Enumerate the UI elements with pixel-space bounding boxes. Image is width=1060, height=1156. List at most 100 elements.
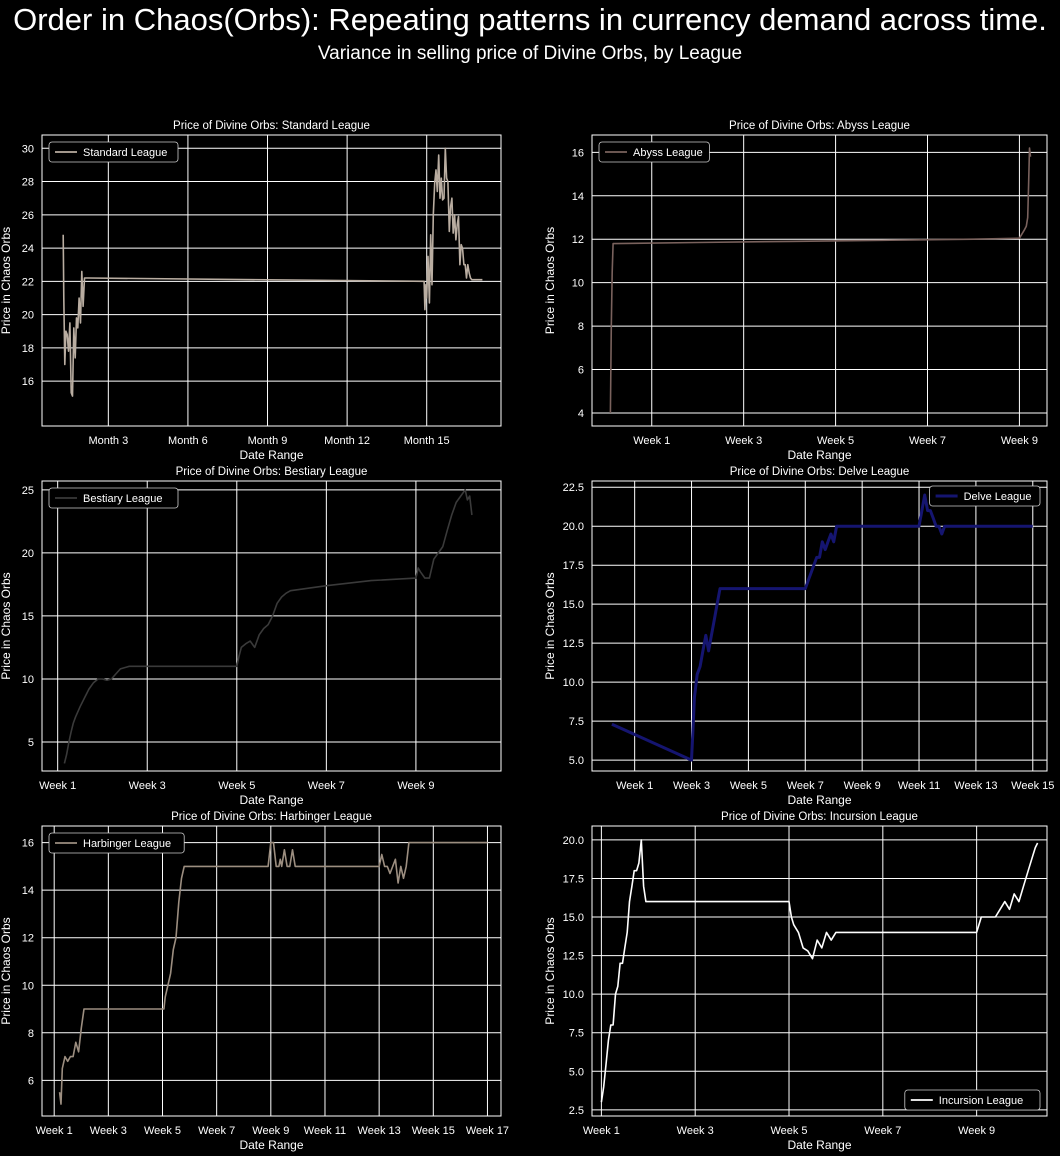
y-tick-label: 5	[28, 737, 34, 749]
y-tick-label: 5.0	[569, 1066, 584, 1078]
x-tick-label: Week 5	[770, 1125, 807, 1137]
y-tick-label: 16	[22, 838, 34, 850]
x-tick-label: Week 7	[787, 780, 824, 792]
y-tick-label: 22	[22, 276, 34, 288]
x-axis-label: Date Range	[787, 793, 851, 807]
y-tick-label: 14	[22, 885, 34, 897]
y-tick-label: 15.0	[563, 912, 584, 924]
plot-frame	[41, 480, 502, 772]
x-tick-label: Week 7	[308, 780, 345, 792]
chart-panel-5: Week 1 Week 3 Week 5 Week 7 Week 9 Week 11 Wee…	[0, 811, 509, 1152]
x-axis-label: Date Range	[239, 448, 303, 462]
chart-title: Price of Divine Orbs: Standard League	[173, 120, 370, 132]
y-tick-label: 22.5	[563, 482, 584, 494]
legend-label: Standard League	[83, 147, 167, 159]
legend-box	[904, 1089, 1041, 1111]
y-tick-label: 20	[22, 310, 34, 322]
x-tick-label: Month 15	[404, 435, 450, 447]
plot-frame	[591, 134, 1048, 427]
y-tick-label: 10	[572, 278, 584, 290]
legend: Harbinger League	[48, 832, 185, 854]
y-tick-label: 26	[22, 210, 34, 222]
x-tick-label: Week 5	[218, 780, 255, 792]
chart-panel-4: Week 1 Week 3 Week 5 Week 7 Week 9 Week 11 Wee…	[543, 466, 1054, 807]
chart-title: Price of Divine Orbs: Incursion League	[721, 811, 918, 823]
y-tick-label: 15.0	[563, 599, 584, 611]
y-axis-label: Price in Chaos Orbs	[543, 227, 557, 334]
chart-title: Price of Divine Orbs: Delve League	[730, 466, 910, 478]
y-tick-label: 5.0	[569, 755, 584, 767]
y-tick-label: 8	[28, 1028, 34, 1040]
y-axis-label: Price in Chaos Orbs	[0, 227, 13, 334]
series-line	[611, 493, 1033, 762]
x-tick-label: Week 7	[864, 1125, 901, 1137]
plot-frame	[591, 480, 1048, 772]
y-tick-label: 10.0	[563, 677, 584, 689]
y-tick-label: 12	[22, 933, 34, 945]
chart-panel-6: Week 1 Week 3 Week 5 Week 7 Week 9 2.5 5.0 7.5 1…	[543, 811, 1048, 1152]
x-tick-label: Week 3	[90, 1125, 127, 1137]
figure-subtitle: Variance in selling price of Divine Orbs…	[317, 43, 743, 64]
series-line	[600, 839, 1039, 1103]
legend-box	[48, 832, 185, 854]
legend-label: Abyss League	[633, 147, 703, 159]
y-tick-label: 8	[578, 321, 584, 333]
y-tick-label: 7.5	[569, 716, 584, 728]
y-tick-label: 20	[22, 548, 34, 560]
legend-label: Incursion League	[939, 1095, 1023, 1107]
y-tick-label: 14	[572, 191, 584, 203]
y-tick-label: 7.5	[569, 1028, 584, 1040]
x-tick-label: Week 7	[198, 1125, 235, 1137]
x-tick-label: Week 1	[616, 780, 653, 792]
y-tick-label: 20.0	[563, 521, 584, 533]
x-tick-label: Week 15	[412, 1125, 455, 1137]
x-tick-label: Week 7	[909, 435, 946, 447]
y-tick-label: 28	[22, 177, 34, 189]
x-tick-label: Week 13	[954, 780, 997, 792]
y-tick-label: 6	[28, 1075, 34, 1087]
x-tick-label: Week 1	[39, 780, 76, 792]
y-tick-label: 25	[22, 485, 34, 497]
y-tick-label: 10	[22, 980, 34, 992]
legend-label: Delve League	[964, 491, 1032, 503]
x-tick-label: Month 12	[324, 435, 370, 447]
x-axis-label: Date Range	[787, 448, 851, 462]
x-tick-label: Week 1	[633, 435, 670, 447]
x-tick-label: Week 11	[898, 780, 940, 792]
legend: Incursion League	[904, 1089, 1041, 1111]
x-tick-label: Week 11	[304, 1125, 346, 1137]
legend: Delve League	[929, 485, 1041, 507]
x-tick-label: Month 3	[88, 435, 128, 447]
x-tick-label: Week 5	[730, 780, 767, 792]
legend-box	[48, 487, 179, 509]
chart-title: Price of Divine Orbs: Bestiary League	[176, 466, 368, 478]
x-tick-label: Week 9	[844, 780, 881, 792]
series-line	[63, 488, 473, 764]
x-axis-label: Date Range	[239, 793, 303, 807]
figure-suptitle: Order in Chaos(Orbs): Repeating patterns…	[13, 2, 1047, 37]
y-tick-label: 12.5	[563, 951, 584, 963]
y-tick-label: 12	[572, 234, 584, 246]
y-tick-label: 16	[22, 376, 34, 388]
legend: Standard League	[48, 141, 179, 163]
x-tick-label: Week 15	[1011, 780, 1054, 792]
x-tick-label: Week 5	[144, 1125, 181, 1137]
x-tick-label: Week 9	[397, 780, 434, 792]
y-tick-label: 17.5	[563, 873, 584, 885]
y-tick-label: 15	[22, 611, 34, 623]
y-tick-label: 4	[578, 408, 584, 420]
chart-title: Price of Divine Orbs: Abyss League	[729, 120, 910, 132]
x-tick-label: Week 3	[129, 780, 166, 792]
chart-panel-3: Week 1 Week 3 Week 5 Week 7 Week 9 5 10 15 20 25 P…	[0, 466, 502, 807]
legend: Abyss League	[598, 141, 710, 163]
legend-box	[598, 141, 710, 163]
legend-box	[929, 485, 1041, 507]
y-tick-label: 18	[22, 343, 34, 355]
x-axis-label: Date Range	[239, 1138, 303, 1152]
x-tick-label: Month 9	[248, 435, 288, 447]
y-tick-label: 17.5	[563, 560, 584, 572]
x-tick-label: Week 13	[358, 1125, 401, 1137]
x-tick-label: Week 3	[677, 1125, 714, 1137]
x-tick-label: Month 6	[168, 435, 208, 447]
